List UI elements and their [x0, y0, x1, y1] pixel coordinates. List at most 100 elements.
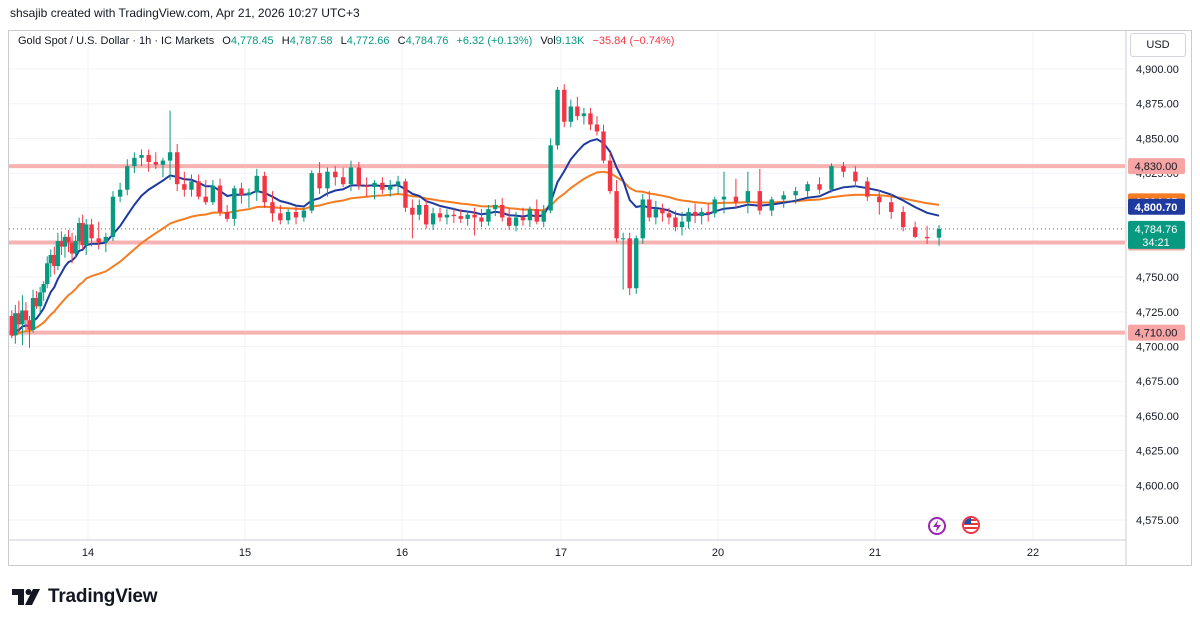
symbol-legend[interactable]: Gold Spot / U.S. Dollar · 1h · IC Market…	[18, 35, 674, 47]
ma-price-tag	[1128, 198, 1185, 215]
candle-body	[364, 185, 369, 187]
candle-body	[817, 184, 822, 190]
candle-body	[55, 241, 61, 267]
candle-body	[103, 236, 109, 243]
time-tick-label: 21	[869, 547, 881, 559]
candle-body	[224, 211, 230, 219]
candle-body	[62, 236, 68, 247]
candle-body	[673, 217, 678, 228]
candle-body	[146, 155, 151, 162]
candle-body	[45, 263, 50, 285]
candle-body	[493, 204, 498, 210]
candle-body	[444, 214, 450, 218]
candle-body	[745, 191, 751, 203]
candle-body	[293, 211, 299, 218]
candle-body	[278, 213, 283, 221]
change-value: +6.32 (+0.13%)	[456, 35, 533, 47]
candle-body	[640, 199, 645, 239]
candle-body	[594, 124, 600, 132]
time-tick-label: 16	[396, 547, 408, 559]
candle-body	[356, 167, 362, 186]
candle-body	[458, 216, 463, 219]
candle-body	[793, 191, 798, 196]
candles	[9, 84, 942, 348]
lightning-icon[interactable]	[928, 517, 946, 535]
candle-body	[403, 181, 408, 208]
candle-body	[666, 213, 672, 218]
candle-body	[41, 284, 46, 293]
candle-body	[479, 217, 484, 222]
candle-body	[76, 223, 82, 242]
candle-body	[721, 196, 727, 200]
candle-body	[239, 188, 244, 196]
time-tick-label: 17	[555, 547, 567, 559]
candle-body	[380, 182, 385, 190]
candle-body	[27, 320, 32, 330]
time-axis: 14 15 16 17 20 21 22	[9, 539, 1126, 559]
candle-body	[555, 89, 560, 146]
candle-body	[167, 152, 173, 161]
candle-body	[627, 238, 632, 289]
candle-body	[581, 113, 587, 117]
brand-name: TradingView	[48, 586, 158, 607]
close-label: C	[397, 35, 406, 47]
candle-body	[309, 173, 314, 211]
time-tick-label: 15	[239, 547, 251, 559]
candle-body	[660, 209, 665, 214]
candle-body	[500, 204, 505, 218]
candle-body	[548, 145, 553, 211]
volume-value: 9.13K	[555, 35, 585, 47]
candle-body	[66, 236, 71, 243]
time-tick-label: 14	[82, 547, 94, 559]
candle-body	[417, 204, 422, 215]
open-value: 4,778.45	[230, 35, 274, 47]
candle-body	[423, 204, 429, 225]
candle-body	[534, 209, 540, 222]
candle-body	[769, 199, 774, 211]
candle-body	[699, 211, 704, 217]
price-tick-label: 4,625.00	[1136, 446, 1179, 458]
candle-body	[733, 196, 739, 203]
candle-body	[125, 166, 130, 190]
price-tick-label: 4,650.00	[1136, 411, 1179, 423]
currency-selector[interactable]: USD	[1130, 33, 1186, 57]
candle-body	[865, 181, 870, 197]
us-flag-icon[interactable]	[962, 516, 980, 534]
candle-body	[541, 210, 546, 222]
candle-body	[647, 199, 652, 218]
price-axis: 4,900.004,875.004,850.004,825.004,800.00…	[1125, 31, 1179, 566]
candle-body	[912, 227, 918, 237]
level-price-label: 4,710.00	[1135, 328, 1178, 340]
price-tick-label: 4,875.00	[1136, 99, 1179, 111]
price-chart[interactable]: 4,900.004,875.004,850.004,825.004,800.00…	[0, 0, 1200, 570]
candle-body	[37, 292, 43, 307]
chart-grid	[9, 31, 1125, 540]
candle-body	[16, 313, 22, 325]
candle-body	[317, 173, 322, 189]
candle-body	[189, 181, 194, 190]
candle-body	[506, 217, 512, 226]
candle-body	[620, 238, 626, 240]
price-tick-label: 4,675.00	[1136, 376, 1179, 388]
candle-body	[451, 214, 457, 217]
candle-body	[712, 199, 717, 214]
candle-body	[410, 207, 415, 215]
candle-body	[333, 171, 338, 178]
price-tick-label: 4,575.00	[1136, 515, 1179, 527]
candle-body	[132, 157, 137, 167]
tradingview-logo[interactable]: TradingView	[12, 586, 158, 608]
candle-body	[607, 160, 613, 192]
candle-body	[513, 217, 519, 226]
candle-body	[196, 181, 201, 197]
last-price-label: 4,784.76	[1135, 224, 1178, 236]
candle-body	[829, 166, 834, 190]
chart-frame[interactable]	[8, 30, 1192, 566]
candle-body	[160, 160, 166, 165]
candle-body	[757, 191, 763, 211]
candle-body	[96, 238, 101, 243]
candle-body	[465, 214, 470, 219]
tradingview-logo-icon	[12, 589, 40, 605]
candle-body	[388, 185, 393, 190]
candle-body	[472, 214, 477, 218]
candle-body	[210, 185, 216, 203]
